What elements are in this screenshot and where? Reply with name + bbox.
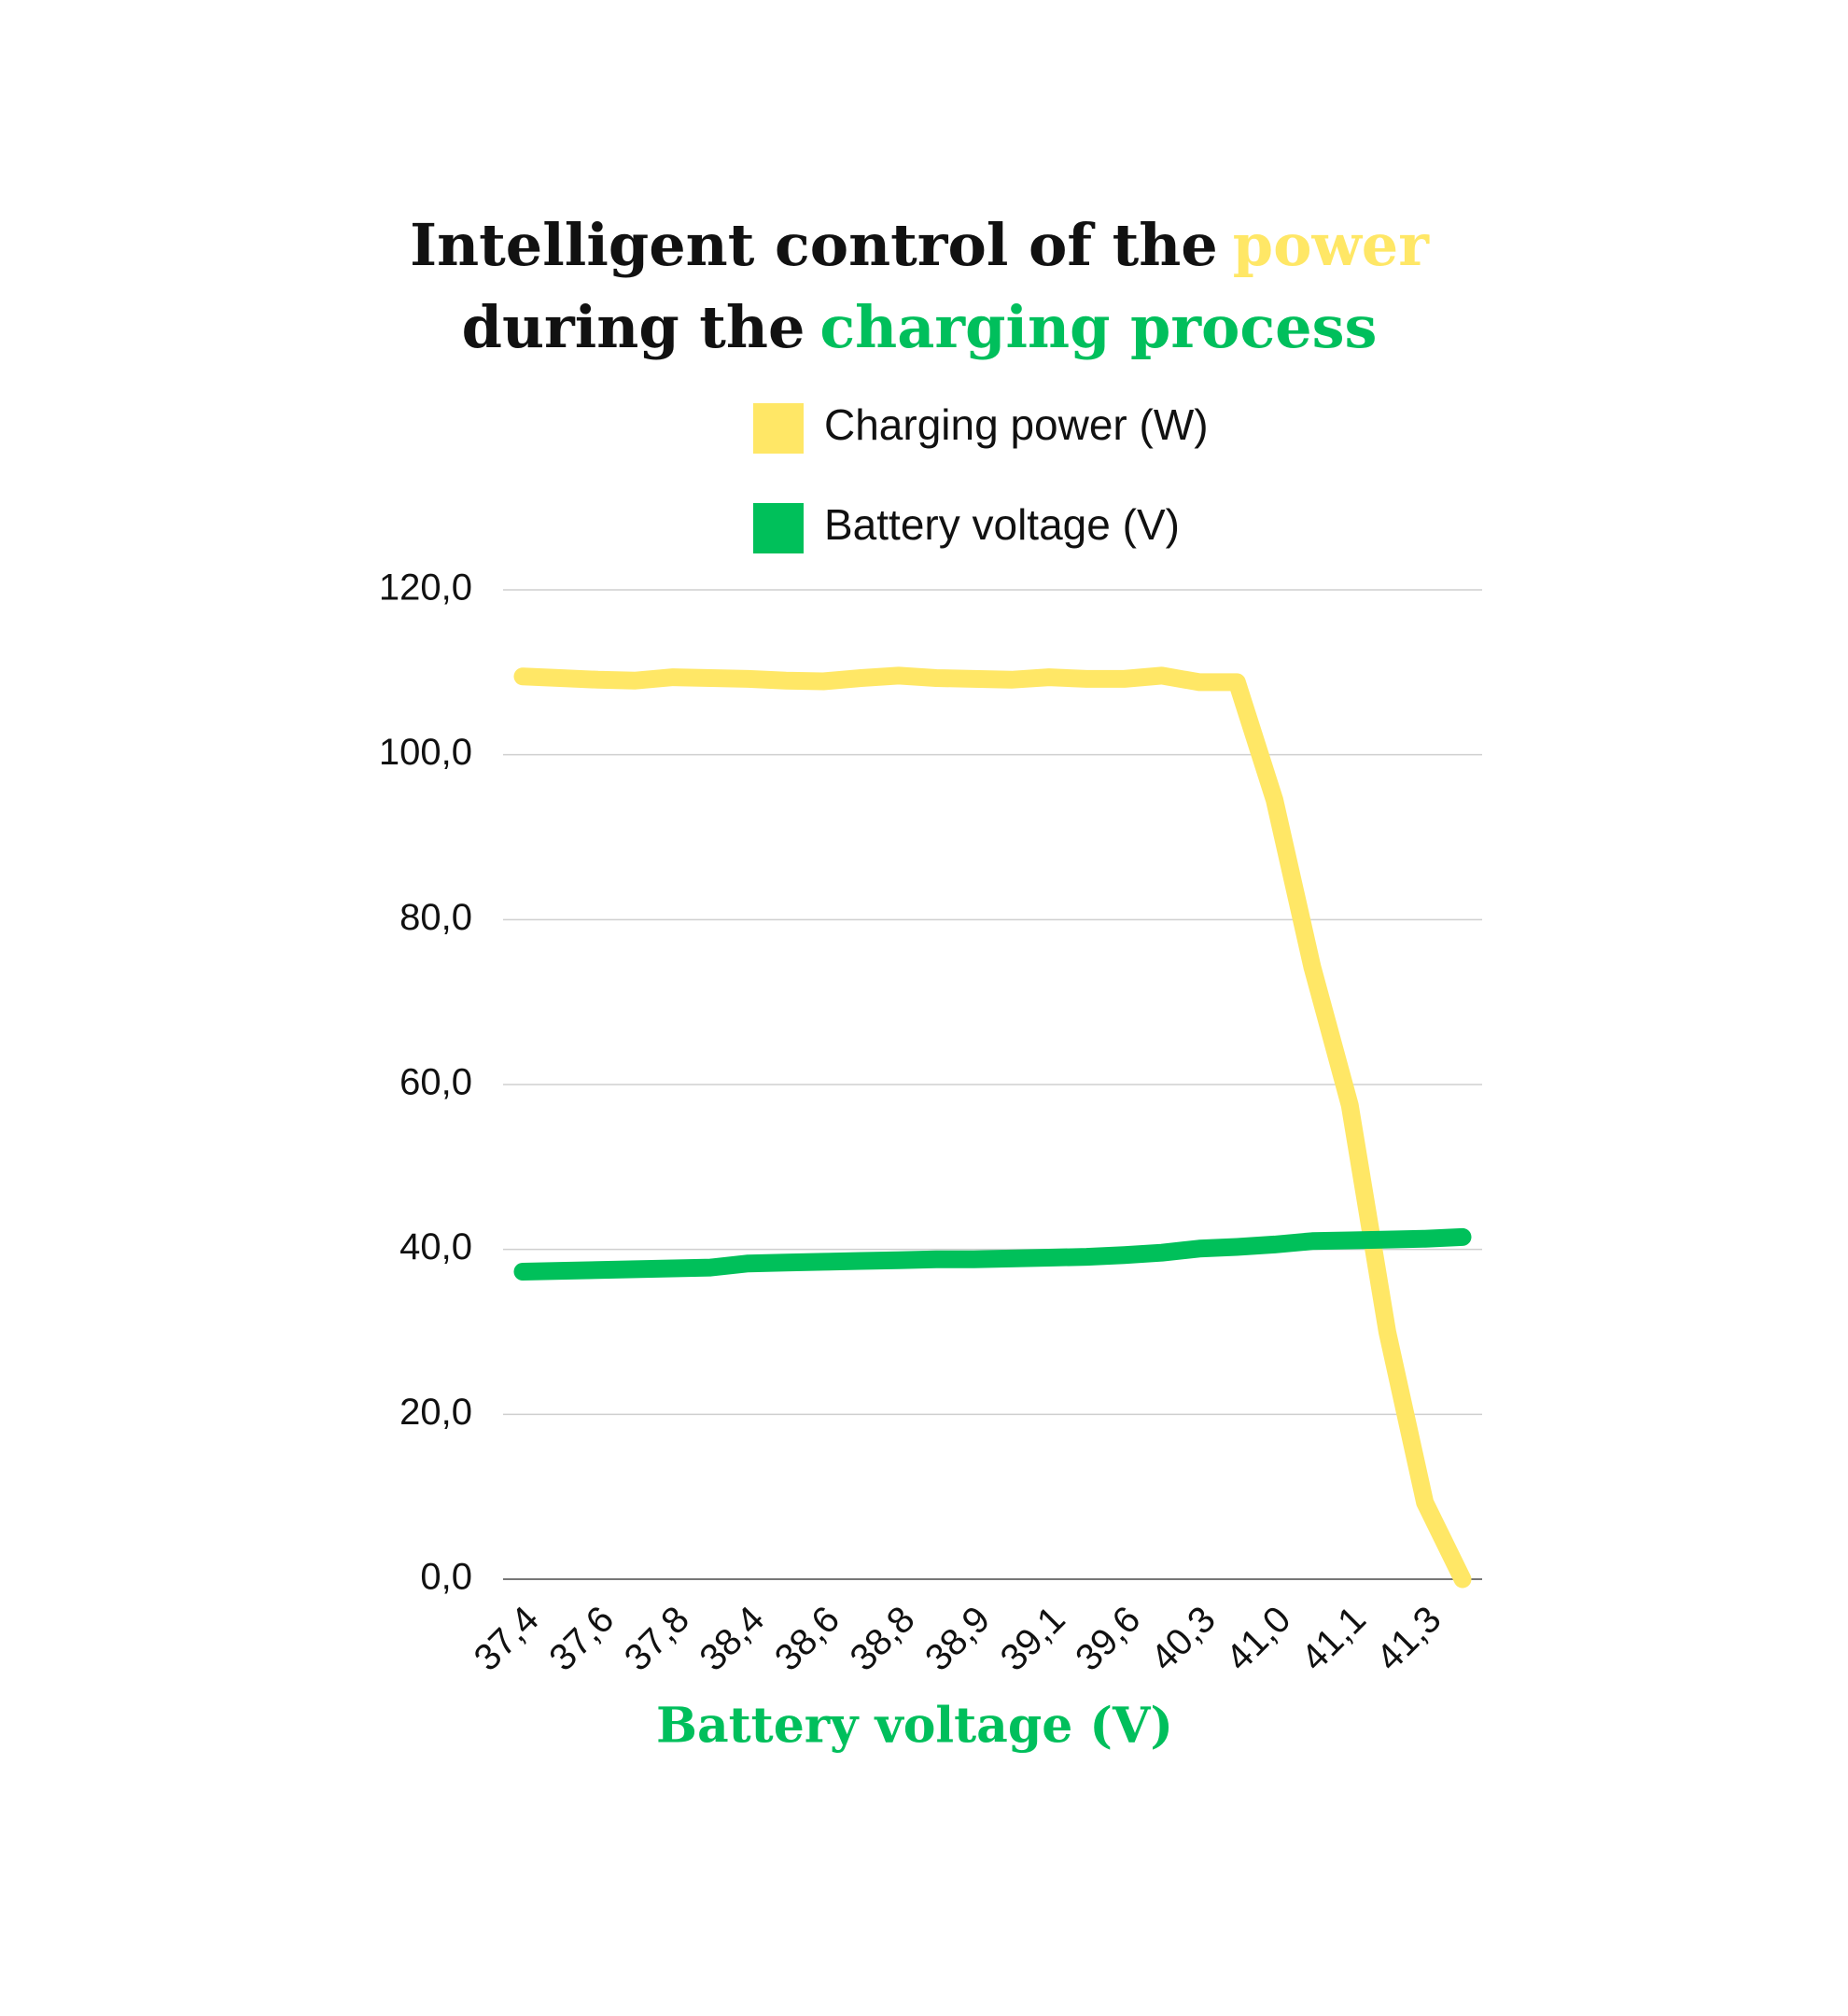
y-tick-label: 20,0 bbox=[399, 1392, 472, 1433]
y-tick-label: 60,0 bbox=[399, 1062, 472, 1103]
legend-label: Battery voltage (V) bbox=[824, 500, 1180, 549]
y-tick-label: 120,0 bbox=[379, 567, 472, 609]
legend-swatch bbox=[753, 403, 804, 454]
title-part: Intelligent control of the bbox=[410, 211, 1218, 279]
x-axis-title: Battery voltage (V) bbox=[656, 1698, 1173, 1755]
title-part: during the bbox=[462, 293, 805, 361]
series-line bbox=[513, 1227, 1472, 1281]
y-tick-label: 80,0 bbox=[399, 897, 472, 938]
title-part: power bbox=[1233, 211, 1431, 279]
legend-swatch bbox=[753, 503, 804, 553]
y-tick-label: 100,0 bbox=[379, 732, 472, 773]
title-part: charging process bbox=[819, 293, 1377, 361]
chart-title: Intelligent control of the power bbox=[410, 211, 1430, 279]
series-line bbox=[513, 666, 1472, 1589]
y-tick-label: 0,0 bbox=[420, 1557, 472, 1598]
legend-label: Charging power (W) bbox=[824, 400, 1209, 449]
chart-title: during the charging process bbox=[462, 293, 1378, 361]
y-tick-label: 40,0 bbox=[399, 1226, 472, 1267]
